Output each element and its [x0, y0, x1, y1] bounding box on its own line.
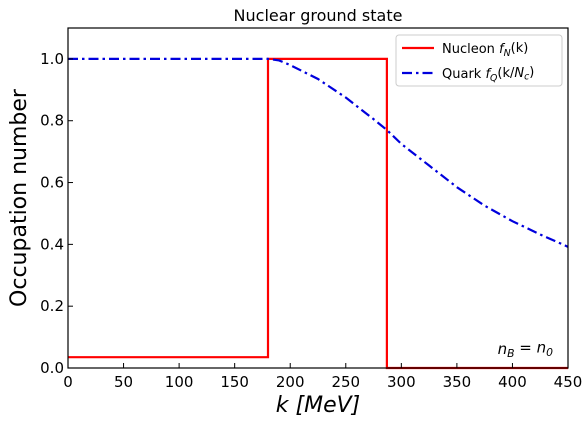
legend-label-quark: Quark fQ​(k/Nc​) — [442, 65, 534, 84]
x-tick-label: 200 — [276, 373, 305, 391]
x-tick-label: 400 — [498, 373, 527, 391]
y-tick-label: 0.2 — [40, 297, 64, 315]
x-tick-label: 300 — [387, 373, 416, 391]
density-annotation: nB​ = n0​ — [498, 339, 554, 361]
y-tick-label: 0.4 — [40, 235, 64, 253]
series-line-quark — [68, 57, 569, 248]
chart-title: Nuclear ground state — [234, 6, 403, 25]
y-tick-label: 0.6 — [40, 174, 64, 192]
x-tick-label: 450 — [554, 373, 583, 391]
legend-box — [395, 34, 563, 87]
legend-items: Nucleon fN​(k) Quark fQ​(k/Nc​) — [402, 41, 534, 84]
series-layer — [68, 57, 569, 370]
x-tick-label: 250 — [331, 373, 360, 391]
x-tick-label: 0 — [63, 373, 73, 391]
y-tick-label: 0.0 — [40, 359, 64, 377]
x-axis-label: k [MeV] — [276, 393, 360, 418]
legend-label-nucleon: Nucleon fN​(k) — [442, 41, 528, 59]
x-tick-label: 50 — [114, 373, 133, 391]
plot-frame — [67, 27, 569, 369]
y-tick-label: 1.0 — [40, 50, 64, 68]
y-axis-ticks: 0.0 0.2 0.4 0.6 0.8 1.0 — [40, 50, 73, 377]
x-tick-label: 350 — [443, 373, 472, 391]
y-tick-label: 0.8 — [40, 112, 64, 130]
series-line-nucleon — [68, 57, 568, 370]
y-axis-label: Occupation number — [7, 88, 32, 307]
x-tick-label: 100 — [165, 373, 194, 391]
legend: Nucleon fN​(k) Quark fQ​(k/Nc​) — [395, 34, 563, 87]
x-tick-label: 150 — [220, 373, 249, 391]
x-axis-ticks: 0 50 100 150 200 250 300 350 400 450 — [63, 363, 582, 391]
